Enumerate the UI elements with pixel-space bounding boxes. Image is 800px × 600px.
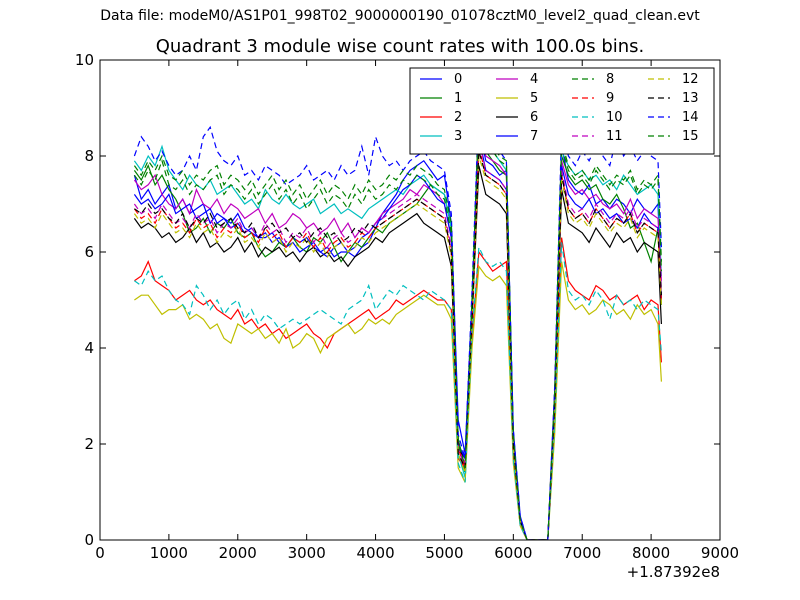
series-line-1 — [133, 117, 662, 540]
figure-suptitle: Data file: modeM0/AS1P01_998T02_90000001… — [100, 8, 700, 24]
y-tick-label: 0 — [84, 531, 94, 549]
x-tick-label: 6000 — [494, 544, 532, 562]
series-line-0 — [133, 127, 662, 540]
series-line-9 — [133, 146, 662, 540]
legend-label-8: 8 — [606, 72, 614, 87]
plot-frame — [99, 59, 721, 541]
x-offset-label: +1.87392e8 — [627, 563, 720, 581]
legend-label-4: 4 — [530, 72, 538, 87]
y-tick-label: 4 — [84, 339, 94, 357]
legend-label-15: 15 — [682, 129, 699, 144]
series-line-14 — [133, 103, 662, 540]
x-tick-label: 7000 — [563, 544, 601, 562]
legend-label-14: 14 — [682, 110, 699, 125]
legend-label-12: 12 — [682, 72, 699, 87]
series-line-5 — [134, 261, 662, 540]
x-tick-label: 1000 — [150, 544, 188, 562]
x-tick-label: 4000 — [356, 544, 394, 562]
legend-label-13: 13 — [682, 91, 699, 106]
chart-title: Quadrant 3 module wise count rates with … — [155, 36, 645, 57]
legend-label-10: 10 — [606, 110, 623, 125]
series-line-13 — [134, 151, 662, 540]
legend-label-11: 11 — [606, 129, 623, 144]
legend-label-2: 2 — [454, 110, 462, 125]
series-line-7 — [133, 136, 662, 540]
series-line-11 — [133, 141, 662, 540]
legend-label-0: 0 — [454, 72, 462, 87]
x-tick-label: 2000 — [219, 544, 257, 562]
y-tick-label: 6 — [84, 243, 94, 261]
x-tick-label: 0 — [95, 544, 105, 562]
series-line-4 — [133, 112, 662, 540]
series-line-15 — [133, 112, 662, 540]
y-tick-label: 2 — [84, 435, 94, 453]
legend-label-5: 5 — [530, 91, 538, 106]
legend-label-9: 9 — [606, 91, 614, 106]
legend-label-7: 7 — [530, 129, 538, 144]
legend-box — [409, 67, 715, 155]
y-tick-label: 10 — [75, 51, 94, 69]
legend-label-1: 1 — [454, 91, 462, 106]
y-tick-label: 8 — [84, 147, 94, 165]
x-tick-label: 8000 — [632, 544, 670, 562]
x-tick-label: 5000 — [425, 544, 463, 562]
series-line-3 — [133, 107, 662, 540]
legend-label-6: 6 — [530, 110, 538, 125]
x-tick-label: 9000 — [701, 544, 739, 562]
series-line-12 — [133, 155, 662, 540]
legend-label-3: 3 — [454, 129, 462, 144]
series-line-6 — [133, 165, 662, 540]
series-group — [133, 103, 662, 540]
x-tick-label: 3000 — [288, 544, 326, 562]
series-line-10 — [134, 242, 662, 540]
series-line-2 — [134, 237, 662, 540]
